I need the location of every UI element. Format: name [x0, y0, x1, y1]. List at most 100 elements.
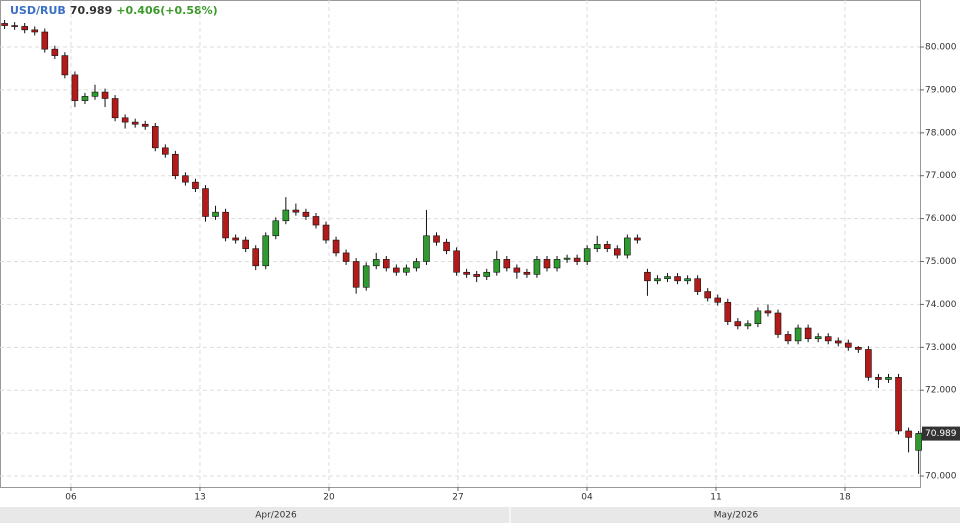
candle-body: [372, 259, 380, 267]
candle-body: [784, 334, 792, 342]
candle-body: [684, 278, 691, 282]
candle-body: [834, 340, 842, 344]
candle-body: [764, 310, 772, 314]
x-tick-label: 06: [65, 493, 77, 503]
candle-body: [192, 181, 199, 189]
x-tick-label: 18: [839, 493, 851, 503]
candle-body: [202, 188, 209, 217]
y-tick-label: 75.000: [925, 257, 957, 267]
period-label: Apr/2026: [255, 511, 297, 521]
candle-body: [282, 209, 290, 222]
candle-body: [71, 74, 79, 101]
plot-area: [0, 0, 921, 488]
candle-body: [1, 23, 8, 26]
candle-body: [61, 55, 69, 76]
period-band: [0, 507, 960, 523]
candle-body: [162, 147, 169, 155]
candle-body: [151, 126, 159, 149]
candle-body: [714, 297, 722, 303]
candle-body: [21, 26, 28, 31]
candle-body: [172, 153, 179, 177]
candle-body: [121, 117, 129, 123]
x-tick-label: 20: [323, 493, 335, 503]
candle-body: [583, 248, 591, 262]
candle-body: [885, 377, 892, 380]
period-label: May/2026: [714, 511, 759, 521]
candle-body: [403, 267, 410, 273]
candle-body: [593, 244, 601, 249]
candle-body: [11, 25, 18, 27]
y-tick-label: 70.000: [925, 472, 957, 482]
candle-body: [453, 250, 460, 273]
candle-body: [362, 265, 370, 288]
candle-body: [644, 271, 651, 282]
candle-body: [905, 430, 912, 438]
candle-body: [382, 259, 390, 269]
change: +0.406(+0.58%): [116, 4, 217, 17]
candle-body: [51, 48, 59, 56]
candle-body: [724, 301, 732, 322]
candle-body: [242, 239, 249, 249]
last-price-label: 70.989: [925, 429, 957, 439]
candle-body: [573, 257, 581, 262]
symbol: USD/RUB: [10, 4, 66, 17]
candle-body: [342, 252, 350, 262]
x-tick-label: 04: [581, 493, 593, 503]
candle-body: [322, 224, 330, 241]
candle-body: [613, 248, 621, 256]
candle-body: [332, 239, 340, 254]
candle-body: [232, 237, 239, 241]
candle-body: [824, 336, 832, 342]
candle-body: [744, 323, 752, 327]
candle-body: [674, 276, 681, 282]
candle-body: [664, 276, 671, 279]
candle-body: [513, 267, 521, 273]
candle-body: [794, 327, 802, 342]
candle-body: [222, 211, 229, 239]
candle-body: [654, 278, 661, 282]
candle-body: [603, 244, 611, 249]
candle-body: [845, 342, 852, 348]
candle-body: [523, 271, 531, 275]
candle-body: [312, 216, 320, 226]
last-price-tag: [922, 426, 960, 441]
chart-title: USD/RUB 70.989 +0.406(+0.58%): [10, 4, 218, 17]
x-tick-label: 11: [710, 493, 721, 503]
candle-body: [111, 98, 119, 119]
candle-body: [865, 349, 872, 378]
y-tick-label: 76.000: [925, 214, 957, 224]
candle-body: [734, 321, 742, 327]
candle-body: [272, 220, 280, 237]
candle-body: [503, 259, 511, 269]
candle-body: [212, 211, 219, 217]
y-tick-label: 77.000: [925, 171, 957, 181]
price: 70.989: [70, 4, 112, 17]
candle-body: [473, 274, 480, 277]
candle-body: [634, 237, 641, 241]
candle-body: [553, 259, 561, 269]
candle-body: [624, 237, 631, 256]
candle-body: [352, 261, 360, 288]
candle-body: [413, 261, 420, 269]
candle-body: [694, 278, 701, 292]
candle-body: [483, 271, 491, 277]
candle-body: [393, 267, 400, 273]
candle-body: [704, 291, 711, 299]
candle-body: [814, 336, 822, 340]
candle-body: [754, 310, 762, 325]
candle-body: [81, 96, 89, 101]
candle-body: [101, 91, 109, 99]
candle-body: [131, 121, 139, 125]
candle-body: [433, 235, 440, 243]
candle-body: [533, 259, 541, 275]
candle-body: [182, 175, 189, 183]
y-tick-label: 73.000: [925, 343, 957, 353]
y-tick-label: 79.000: [925, 85, 957, 95]
x-tick-label: 27: [452, 493, 463, 503]
candle-body: [915, 433, 922, 451]
candle-body: [141, 123, 149, 127]
candle-body: [292, 209, 300, 213]
y-tick-label: 72.000: [925, 386, 957, 396]
candle-body: [423, 235, 430, 262]
